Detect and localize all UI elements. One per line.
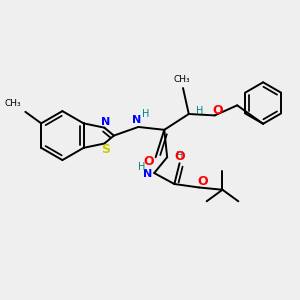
Text: H: H (176, 151, 183, 161)
Text: O: O (143, 155, 154, 168)
Text: O: O (198, 175, 208, 188)
Text: CH₃: CH₃ (173, 75, 190, 84)
Text: N: N (142, 169, 152, 179)
Text: S: S (101, 143, 110, 156)
Text: O: O (175, 150, 185, 164)
Text: N: N (132, 115, 142, 124)
Text: N: N (101, 118, 110, 128)
Text: H: H (142, 109, 149, 119)
Text: H: H (138, 162, 146, 172)
Text: H: H (196, 106, 203, 116)
Text: CH₃: CH₃ (4, 99, 21, 108)
Text: O: O (213, 104, 224, 117)
